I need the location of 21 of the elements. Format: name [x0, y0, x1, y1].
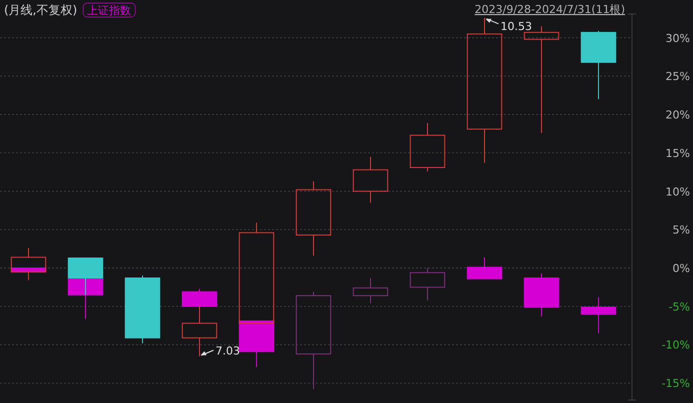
y-tick-label: -5% — [668, 300, 690, 314]
y-tick-label: 15% — [666, 146, 690, 160]
annotation: 10.53 — [500, 20, 532, 33]
chart-subtitle: 2023/9/28-2024/7/31(11根) — [474, 3, 625, 16]
annotation: 7.03 — [216, 344, 240, 358]
candlestick — [352, 277, 388, 304]
candlestick — [410, 122, 446, 172]
chart-title: (月线,不复权) — [4, 3, 78, 17]
y-tick-label: 20% — [666, 108, 690, 122]
y-tick-label: 30% — [666, 32, 690, 45]
candlestick — [466, 17, 502, 164]
y-tick-label: 10% — [666, 185, 690, 198]
candlestick — [352, 156, 388, 204]
candlestick — [580, 296, 616, 334]
y-tick-label: -15% — [662, 377, 690, 390]
candlestick — [10, 248, 46, 280]
y-tick-label: -10% — [662, 338, 690, 352]
text: 上证指数 — [87, 4, 132, 17]
y-tick-label: 0% — [672, 262, 690, 276]
y-tick-label: 25% — [666, 70, 690, 84]
y-tick-label: 5% — [672, 224, 690, 237]
